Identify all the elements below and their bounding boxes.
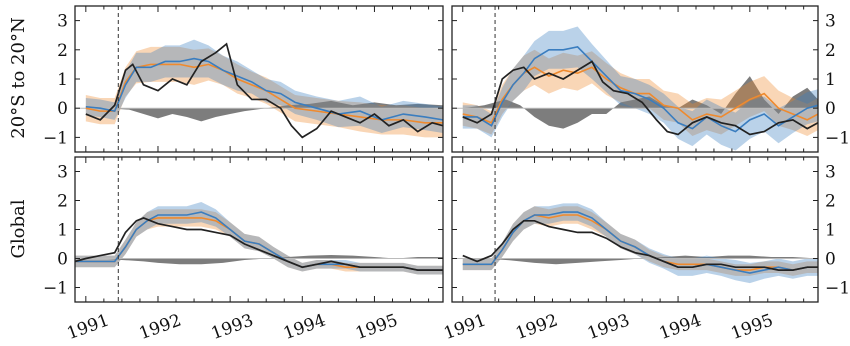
y-tick-label: 3 — [57, 163, 68, 183]
y-tick-label: 1 — [825, 221, 836, 241]
chart-panel-3: −1 0 1 2 3 1991 1992 1993 1994 1995 — [43, 157, 443, 344]
y-tick-label: 1 — [57, 70, 68, 90]
uncertainty-band-2 — [86, 40, 443, 133]
y-tick-label: −1 — [825, 279, 850, 299]
y-tick-label: 0 — [57, 99, 68, 119]
y-tick-label: 3 — [57, 12, 68, 32]
y-tick-label: 2 — [825, 41, 836, 61]
panel-frame — [452, 157, 818, 302]
y-tick-label: 2 — [825, 192, 836, 212]
y-tick-label: 0 — [825, 99, 836, 119]
y-tick-label: −1 — [43, 128, 68, 148]
y-tick-label: 2 — [57, 41, 68, 61]
panel-frame — [75, 157, 443, 302]
y-tick-label: 3 — [825, 12, 836, 32]
x-tick-label: 1991 — [441, 311, 488, 345]
plot-area — [452, 203, 818, 283]
x-tick-label: 1991 — [64, 311, 111, 345]
plot-area — [75, 202, 443, 275]
row-label: Global — [8, 199, 29, 258]
y-tick-label: 1 — [825, 70, 836, 90]
plot-area — [75, 40, 443, 138]
y-tick-label: −1 — [43, 279, 68, 299]
chart-panel-4: −1 0 1 2 3 1991 1992 1993 1994 1995 — [441, 157, 850, 344]
x-tick-label: 1992 — [513, 311, 560, 345]
row-label: 20°S to 20°N — [8, 17, 29, 138]
y-tick-label: 0 — [825, 250, 836, 270]
x-tick-label: 1993 — [209, 311, 256, 345]
chart-panel-1: −1 0 1 2 3 — [43, 6, 443, 152]
y-tick-label: −1 — [825, 128, 850, 148]
y-tick-label: 2 — [57, 192, 68, 212]
uncertainty-band-2 — [463, 203, 818, 283]
x-tick-label: 1994 — [657, 311, 704, 345]
plot-area — [452, 26, 818, 150]
y-tick-label: 0 — [57, 250, 68, 270]
x-tick-label: 1995 — [353, 311, 400, 345]
x-tick-label: 1994 — [281, 311, 328, 345]
x-tick-label: 1995 — [728, 311, 775, 345]
x-tick-label: 1992 — [137, 311, 184, 345]
y-tick-label: 1 — [57, 221, 68, 241]
chart-panel-2: −1 0 1 2 3 — [452, 6, 850, 152]
x-tick-label: 1993 — [585, 311, 632, 345]
y-tick-label: 3 — [825, 163, 836, 183]
